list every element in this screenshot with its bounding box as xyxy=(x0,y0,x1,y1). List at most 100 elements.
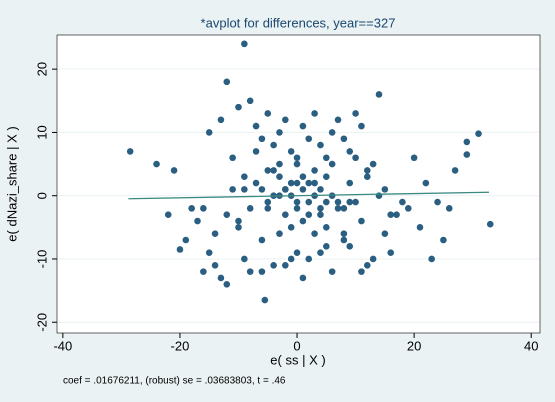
point xyxy=(463,151,471,158)
point xyxy=(252,122,260,130)
point xyxy=(404,205,412,212)
point xyxy=(311,179,318,187)
point xyxy=(217,116,225,124)
point xyxy=(340,236,348,244)
point xyxy=(305,255,313,263)
point xyxy=(393,211,400,218)
point xyxy=(252,179,260,187)
point xyxy=(258,135,266,143)
point xyxy=(188,205,195,212)
note: coef = .01676211, (robust) se = .0368380… xyxy=(63,376,286,387)
point xyxy=(282,116,289,124)
point xyxy=(276,173,283,181)
point xyxy=(194,217,201,225)
point xyxy=(258,268,266,275)
point xyxy=(205,129,213,136)
point xyxy=(299,274,307,282)
point xyxy=(293,249,301,256)
point xyxy=(381,186,389,193)
chart-title: *avplot for differences, year==327 xyxy=(201,15,396,30)
point xyxy=(276,230,283,237)
point xyxy=(305,179,313,187)
point xyxy=(317,205,324,212)
point xyxy=(346,198,354,206)
point xyxy=(317,249,324,256)
point xyxy=(363,167,371,174)
point xyxy=(293,179,301,187)
point xyxy=(328,160,336,168)
point xyxy=(287,179,295,187)
point xyxy=(428,255,435,263)
y-tick-label: -10 xyxy=(34,250,49,269)
point xyxy=(340,230,348,237)
point xyxy=(299,173,307,181)
point xyxy=(399,198,406,206)
point xyxy=(317,211,324,218)
x-tick-label: 40 xyxy=(524,338,538,353)
point xyxy=(235,217,242,225)
point xyxy=(223,280,231,288)
point xyxy=(241,173,248,181)
point xyxy=(475,130,482,138)
y-axis-label: e( dNazi_share | X ) xyxy=(4,126,19,241)
point xyxy=(276,129,283,136)
point xyxy=(323,173,330,181)
point xyxy=(261,296,269,304)
y-tick-label: 20 xyxy=(34,62,49,76)
x-tick-label: -20 xyxy=(171,338,190,353)
point xyxy=(287,255,295,263)
point xyxy=(358,122,365,130)
point xyxy=(346,179,354,187)
point xyxy=(486,220,494,228)
point xyxy=(358,268,365,275)
point xyxy=(264,198,272,206)
x-tick-label: -40 xyxy=(53,338,72,353)
point xyxy=(334,198,342,206)
point xyxy=(176,246,184,253)
point xyxy=(334,205,342,212)
x-tick-label: 20 xyxy=(407,338,421,353)
point xyxy=(264,167,272,174)
point xyxy=(258,236,266,244)
point xyxy=(363,173,371,181)
point xyxy=(164,211,172,218)
point xyxy=(451,167,459,174)
point xyxy=(323,154,330,162)
point xyxy=(264,205,272,212)
point xyxy=(235,224,242,231)
point xyxy=(340,135,348,143)
point xyxy=(200,205,207,212)
point xyxy=(416,224,424,231)
point xyxy=(282,211,289,218)
point xyxy=(246,268,254,275)
point xyxy=(246,205,254,212)
point xyxy=(205,249,213,256)
y-tick-label: 10 xyxy=(34,125,49,139)
point xyxy=(317,141,324,149)
point xyxy=(299,186,307,193)
point xyxy=(223,78,231,86)
point xyxy=(200,268,207,275)
point xyxy=(287,224,295,231)
y-tick-label: 0 xyxy=(34,192,49,199)
point xyxy=(293,160,301,168)
point xyxy=(217,274,225,282)
point xyxy=(270,167,277,174)
point xyxy=(352,110,359,117)
x-tick-label: 0 xyxy=(293,338,300,353)
point xyxy=(258,186,266,193)
point xyxy=(293,205,301,212)
point xyxy=(299,122,307,130)
point xyxy=(323,198,330,206)
point xyxy=(387,211,395,218)
point xyxy=(264,110,272,117)
point xyxy=(241,255,248,263)
point xyxy=(305,198,313,206)
point xyxy=(211,262,219,269)
point xyxy=(170,167,178,174)
point xyxy=(358,217,365,225)
point xyxy=(223,211,231,218)
fit-line xyxy=(128,191,490,200)
point xyxy=(328,268,336,275)
